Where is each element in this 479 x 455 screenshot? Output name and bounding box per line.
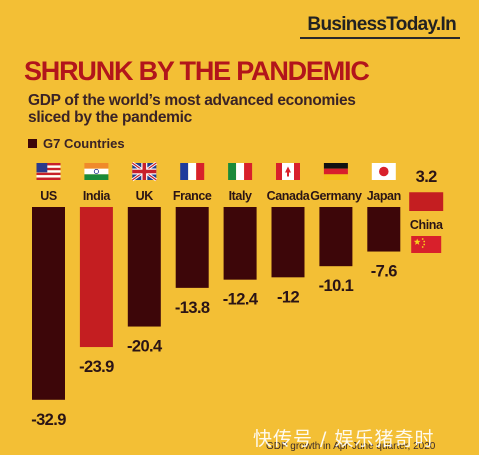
- value-label: -20.4: [127, 338, 163, 356]
- value-label: 3.2: [416, 168, 438, 186]
- bar: [175, 207, 209, 288]
- china-flag-icon: [411, 236, 442, 253]
- value-label: -12.4: [223, 291, 259, 309]
- category-label: Germany: [310, 189, 362, 203]
- legend-label: G7 Countries: [43, 136, 125, 151]
- category-label: Canada: [267, 189, 311, 203]
- bar: [32, 207, 65, 400]
- bar: [367, 207, 401, 252]
- value-label: -7.6: [371, 263, 397, 281]
- brand-underline: [300, 37, 460, 39]
- japan-flag-icon: [371, 163, 396, 180]
- bar: [79, 207, 113, 348]
- italy-flag-icon: [228, 163, 253, 180]
- category-label: India: [83, 189, 112, 203]
- category-label: US: [40, 189, 57, 203]
- legend: G7 Countries: [28, 136, 125, 151]
- headline: SHRUNK BY THE PANDEMIC: [24, 56, 370, 86]
- value-label: -13.8: [175, 299, 210, 317]
- brand-logo: BusinessToday.In: [307, 14, 456, 35]
- footnote: GDP growth in Apr-June quarter, 2020: [266, 441, 436, 452]
- canada-flag-icon: [276, 163, 300, 180]
- us-flag-icon: [36, 163, 61, 180]
- bar: [409, 192, 444, 211]
- category-label: Italy: [229, 189, 252, 203]
- india-flag-icon: [84, 163, 109, 180]
- category-label: France: [173, 189, 212, 203]
- legend-swatch: [28, 139, 37, 148]
- germany-flag-icon: [323, 163, 348, 180]
- category-label: Japan: [367, 189, 401, 203]
- uk-flag-icon: [131, 161, 158, 182]
- watermark: 快传号 / 娱乐猪奇时: [253, 428, 435, 450]
- subtitle: GDP of the world’s most advanced economi…: [28, 92, 356, 126]
- bar: [223, 207, 257, 280]
- value-label: -23.9: [79, 358, 114, 376]
- value-label: -10.1: [319, 277, 354, 295]
- bar: [271, 207, 305, 278]
- category-label: UK: [136, 189, 154, 203]
- value-label: -12: [277, 288, 299, 306]
- category-label: China: [410, 218, 444, 232]
- france-flag-icon: [180, 163, 205, 180]
- bar: [127, 207, 161, 327]
- value-label: -32.9: [31, 411, 66, 429]
- bar: [319, 207, 353, 267]
